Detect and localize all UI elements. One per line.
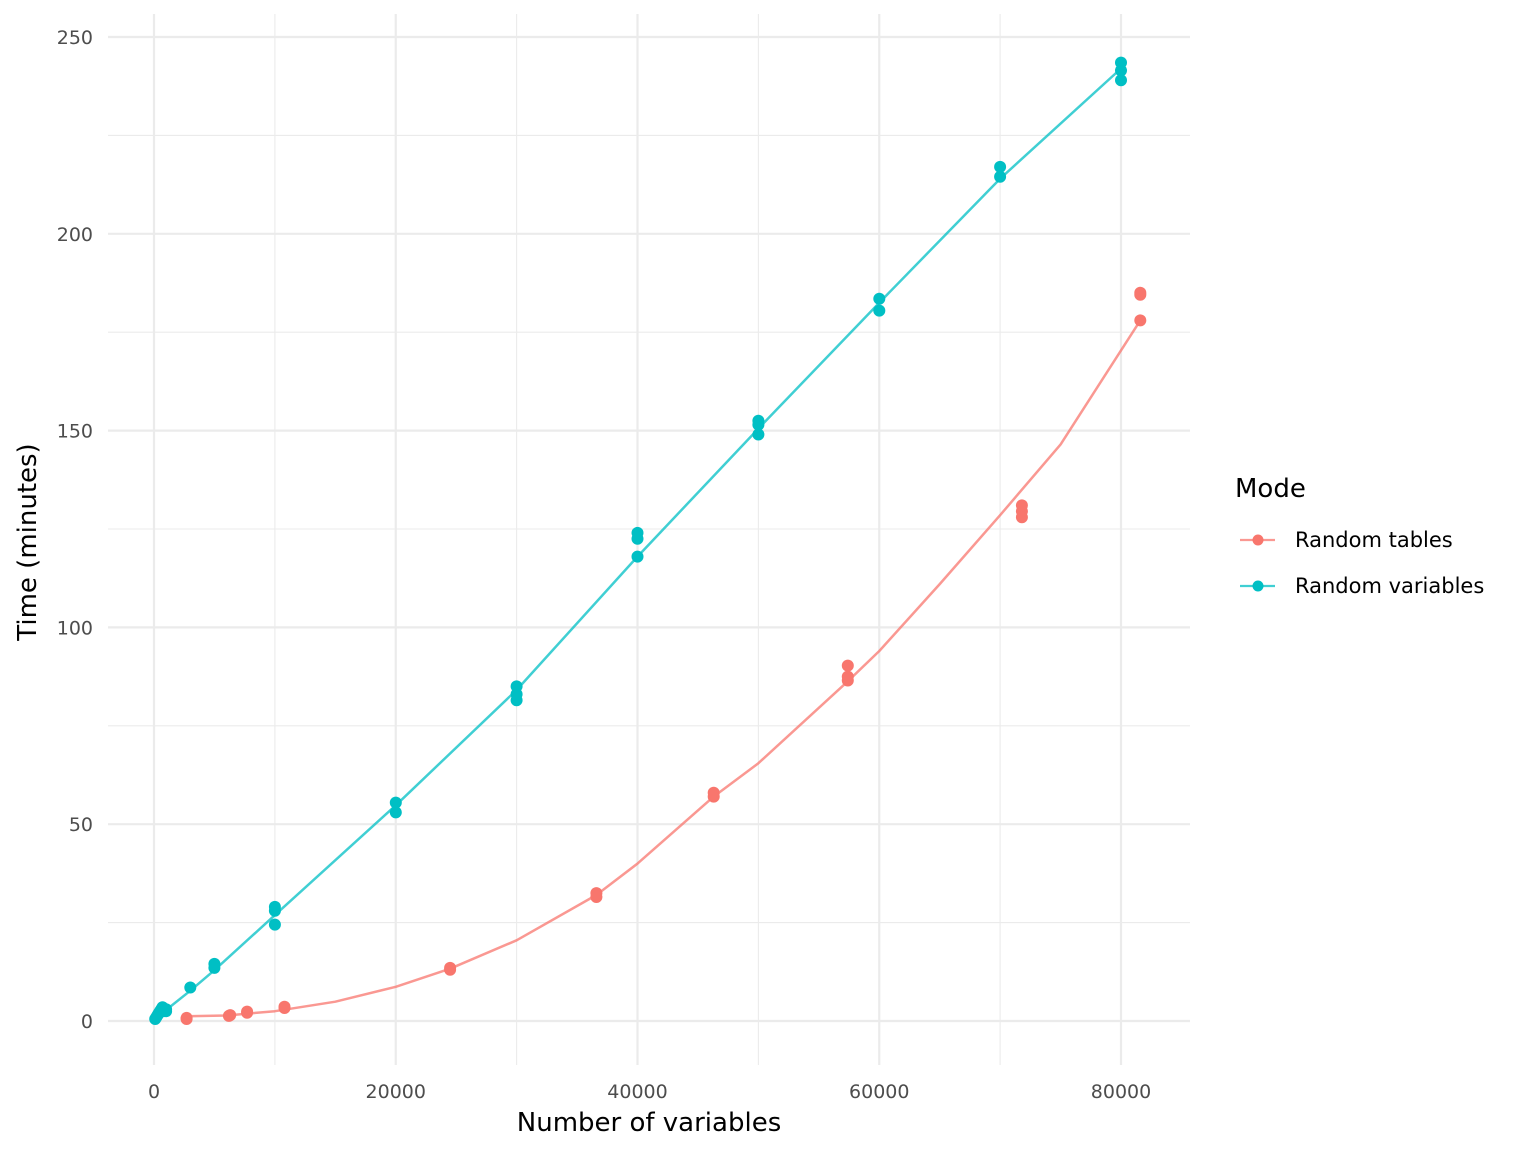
data-point-random-tables: [444, 961, 457, 974]
y-tick-label: 150: [57, 421, 93, 443]
data-point-random-variables: [994, 170, 1007, 183]
data-point-random-tables: [241, 1005, 254, 1018]
data-point-random-variables: [752, 414, 765, 427]
y-axis-ticks: 0 50 100 150 200 250: [57, 27, 93, 1033]
data-point-random-variables: [184, 981, 197, 994]
trend-lines: [153, 67, 1142, 1021]
data-point-random-variables: [1115, 74, 1127, 87]
data-point-random-variables: [752, 428, 765, 441]
data-point-random-tables: [180, 1011, 193, 1024]
data-point-random-variables: [873, 292, 886, 305]
y-tick-label: 200: [57, 224, 93, 246]
x-tick-label: 80000: [1091, 1081, 1151, 1103]
data-point-random-tables: [278, 1000, 291, 1013]
legend-item-random-variables: Random variables: [1240, 574, 1484, 598]
data-point-random-tables: [224, 1009, 237, 1022]
data-point-random-variables: [873, 304, 886, 317]
x-axis-title: Number of variables: [517, 1108, 781, 1138]
legend-key-point: [1252, 534, 1264, 546]
data-point-random-tables: [1134, 286, 1147, 299]
data-point-random-variables: [1115, 56, 1127, 69]
legend-item-random-tables: Random tables: [1240, 528, 1453, 552]
x-axis-ticks: 0 20000 40000 60000 80000: [148, 1081, 1151, 1103]
major-gridlines: [108, 14, 1190, 1065]
data-point-random-tables: [841, 670, 854, 683]
legend-label: Random variables: [1295, 574, 1484, 598]
data-point-random-tables: [1134, 314, 1147, 327]
y-tick-label: 250: [57, 27, 93, 49]
x-tick-label: 40000: [607, 1081, 667, 1103]
legend-title: Mode: [1235, 474, 1306, 504]
data-point-random-variables: [631, 550, 644, 563]
data-point-random-tables: [841, 659, 854, 672]
data-point-random-variables: [631, 526, 644, 539]
legend-key-point: [1252, 580, 1264, 592]
y-tick-label: 0: [81, 1011, 93, 1033]
x-tick-label: 20000: [366, 1081, 426, 1103]
y-axis-title: Time (minutes): [13, 443, 43, 641]
legend-label: Random tables: [1295, 528, 1453, 552]
data-point-random-variables: [994, 160, 1007, 173]
legend: Mode Random tables Random variables: [1235, 474, 1484, 598]
x-tick-label: 0: [148, 1081, 160, 1103]
y-tick-label: 100: [57, 617, 93, 639]
data-points: [149, 56, 1147, 1025]
x-tick-label: 60000: [849, 1081, 909, 1103]
data-point-random-tables: [707, 786, 720, 799]
data-point-random-variables: [389, 796, 402, 809]
y-tick-label: 50: [69, 814, 93, 836]
data-point-random-variables: [510, 680, 523, 693]
minor-gridlines: [108, 14, 1190, 1065]
data-point-random-tables: [590, 887, 603, 900]
trend-line-random-tables: [186, 319, 1142, 1018]
data-point-random-tables: [1015, 499, 1028, 512]
data-point-random-variables: [268, 918, 281, 931]
data-point-random-variables: [389, 806, 402, 819]
trend-line-random-variables: [153, 67, 1122, 1021]
data-point-random-variables: [268, 900, 281, 913]
data-point-random-variables: [160, 1005, 173, 1018]
data-point-random-variables: [208, 957, 221, 970]
